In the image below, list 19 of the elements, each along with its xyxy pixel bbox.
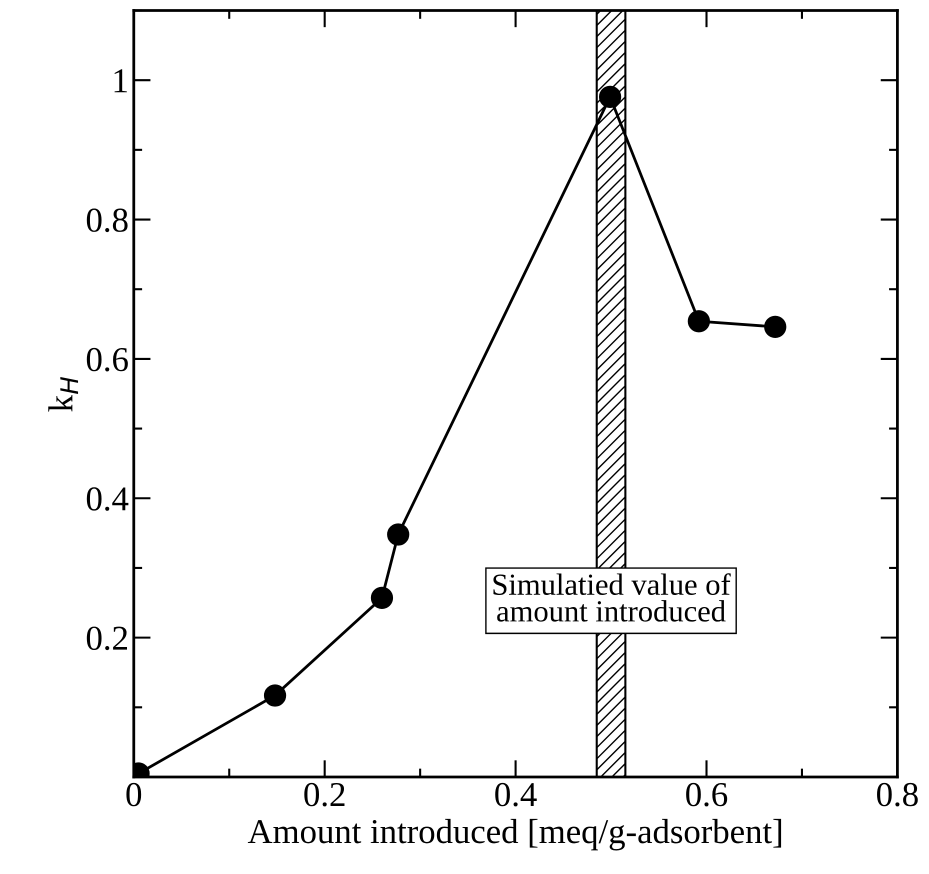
y-tick-label: 0.6 (86, 348, 128, 372)
y-axis-title: k$_{H}$ (48, 376, 78, 412)
x-tick-label: 0.4 (495, 782, 537, 806)
x-tick-label: 0.2 (304, 782, 344, 806)
x-tick-label: 0.6 (686, 782, 728, 806)
point (688, 310, 710, 332)
point (370, 586, 394, 610)
y-tick-label: 0.2 (86, 626, 127, 650)
y-tick-label: 0.8 (86, 208, 128, 232)
band-label: Simulatied value of amount introduced (493, 573, 731, 622)
y-tick-label: 1 (114, 69, 127, 92)
x-tick-label: 0 (126, 782, 142, 806)
y-tick-label: 0.4 (86, 487, 128, 511)
x-axis-title: Amount introduced [meq/g-adsorbent] (248, 818, 782, 850)
point (387, 523, 410, 546)
x-tick-label: 0.8 (877, 782, 918, 806)
point (764, 316, 786, 338)
point (598, 86, 622, 108)
point (264, 684, 286, 707)
